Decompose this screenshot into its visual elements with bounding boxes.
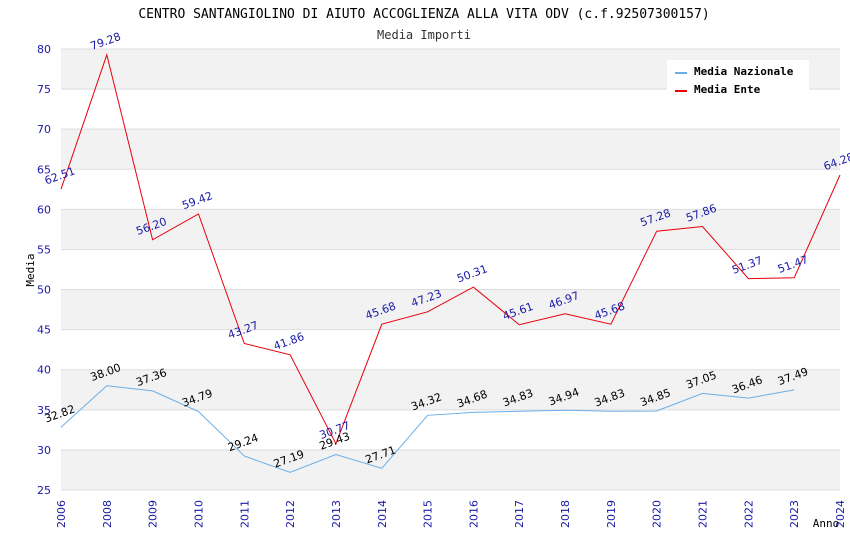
y-tick-label: 25 [37,484,51,497]
grid-band [61,209,840,250]
x-tick-label: 2015 [422,500,435,528]
legend-label-nazionale: Media Nazionale [694,65,794,78]
x-axis-ticks: 2006 2008 2009 2010 2011 2012 2013 2014 2015 2016… [55,500,847,528]
y-axis-ticks: 25 30 35 40 45 50 55 60 65 70 75 80 [37,43,51,497]
grid-bands [61,49,840,490]
data-label: 41.86 [272,330,306,353]
y-tick-label: 30 [37,444,51,457]
y-tick-label: 35 [37,404,51,417]
y-tick-label: 75 [37,83,51,96]
legend-label-ente: Media Ente [694,83,761,96]
y-axis-label: Media [24,253,37,286]
y-tick-label: 40 [37,364,51,377]
data-label: 51.47 [776,253,810,276]
data-label: 59.42 [180,189,214,212]
x-tick-label: 2011 [238,500,251,528]
x-tick-label: 2024 [834,500,847,528]
y-tick-label: 80 [37,43,51,56]
x-tick-label: 2009 [147,500,160,528]
y-tick-label: 45 [37,324,51,337]
x-tick-label: 2017 [513,500,526,528]
x-tick-label: 2014 [376,500,389,528]
x-tick-label: 2013 [330,500,343,528]
y-tick-label: 65 [37,163,51,176]
series-line-media-ente [60,53,841,445]
data-label: 50.31 [455,262,489,285]
y-tick-label: 70 [37,123,51,136]
x-tick-label: 2020 [651,500,664,528]
x-tick-label: 2012 [284,500,297,528]
x-tick-label: 2021 [697,500,710,528]
legend-box [667,60,809,100]
x-axis-label: Anno [813,517,840,530]
grid-band [61,369,840,410]
data-label: 51.37 [730,254,764,277]
x-tick-label: 2006 [55,500,68,528]
chart-title: CENTRO SANTANGIOLINO DI AIUTO ACCOGLIENZ… [138,7,709,22]
grid-band [61,289,840,330]
x-tick-label: 2022 [742,500,755,528]
y-tick-label: 50 [37,284,51,297]
chart-subtitle: Media Importi [377,28,471,42]
x-tick-label: 2016 [467,500,480,528]
grid-lines [61,48,840,491]
x-tick-label: 2018 [559,500,572,528]
x-tick-label: 2010 [192,500,205,528]
x-tick-label: 2019 [605,500,618,528]
x-tick-label: 2023 [788,500,801,528]
grid-band [61,449,840,490]
grid-band [61,129,840,170]
x-tick-label: 2008 [101,500,114,528]
legend: Media Nazionale Media Ente [667,60,809,100]
y-tick-label: 55 [37,243,51,256]
series-line-media-nazionale [60,385,795,473]
series-lines [60,53,841,473]
y-tick-label: 60 [37,203,51,216]
